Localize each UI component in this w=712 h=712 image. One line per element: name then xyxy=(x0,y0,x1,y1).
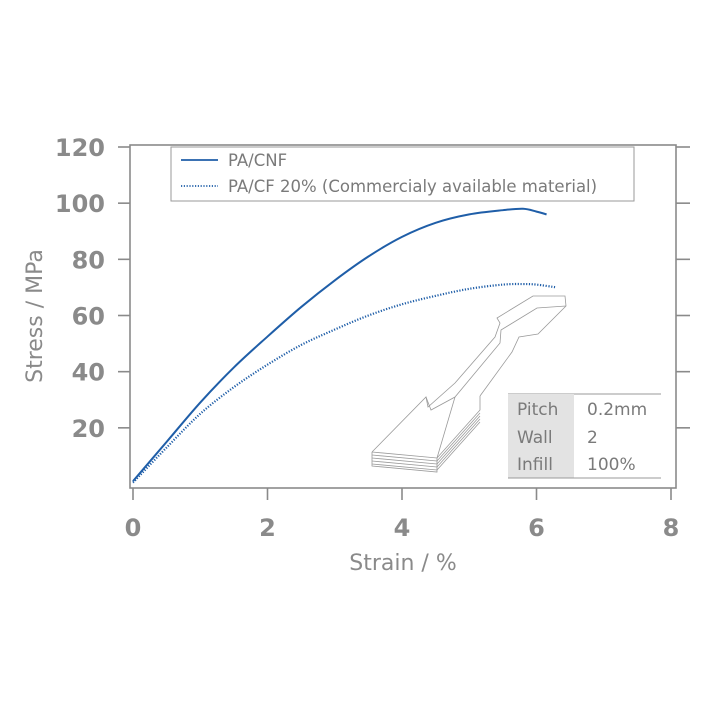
series-line-1 xyxy=(132,207,547,482)
x-tick-label: 6 xyxy=(528,514,545,542)
table-row-wall-value: 2 xyxy=(587,428,598,448)
series-group xyxy=(132,207,557,484)
legend-box xyxy=(170,146,635,202)
x-tick-label: 2 xyxy=(259,514,276,542)
x-tick-label: 0 xyxy=(125,514,142,542)
y-tick-label: 120 xyxy=(55,134,105,162)
legend-label-series-1: PA/CNF xyxy=(228,151,287,170)
legend-label-series-2: PA/CF 20% (Commercialy available materia… xyxy=(228,177,597,196)
x-tick-label: 4 xyxy=(394,514,411,542)
table-row-infill-value: 100% xyxy=(587,455,636,475)
axis-ticks xyxy=(118,146,690,500)
specimen-sketch xyxy=(371,295,567,473)
plot-frame xyxy=(129,144,677,489)
y-tick-label: 20 xyxy=(72,415,105,443)
table-row-pitch-label: Pitch xyxy=(517,400,558,420)
x-tick-label: 8 xyxy=(663,514,680,542)
x-axis-label: Strain / % xyxy=(349,551,456,576)
table-row-wall-label: Wall xyxy=(517,428,553,448)
table-row-infill-label: Infill xyxy=(517,455,553,475)
y-tick-label: 100 xyxy=(55,190,105,218)
y-tick-label: 80 xyxy=(72,246,105,274)
legend: PA/CNF PA/CF 20% (Commercialy available … xyxy=(170,146,635,202)
table-label-background xyxy=(508,394,574,478)
y-tick-label: 40 xyxy=(72,359,105,387)
table-row-pitch-value: 0.2mm xyxy=(587,400,647,420)
parameter-table: Pitch 0.2mm Wall 2 Infill 100% xyxy=(508,393,661,479)
y-axis-label: Stress / MPa xyxy=(23,249,48,383)
tick-labels: 0 2 4 6 8 20 40 60 80 100 120 xyxy=(55,134,679,542)
series-line-2 xyxy=(132,282,557,484)
y-tick-label: 60 xyxy=(72,303,105,331)
